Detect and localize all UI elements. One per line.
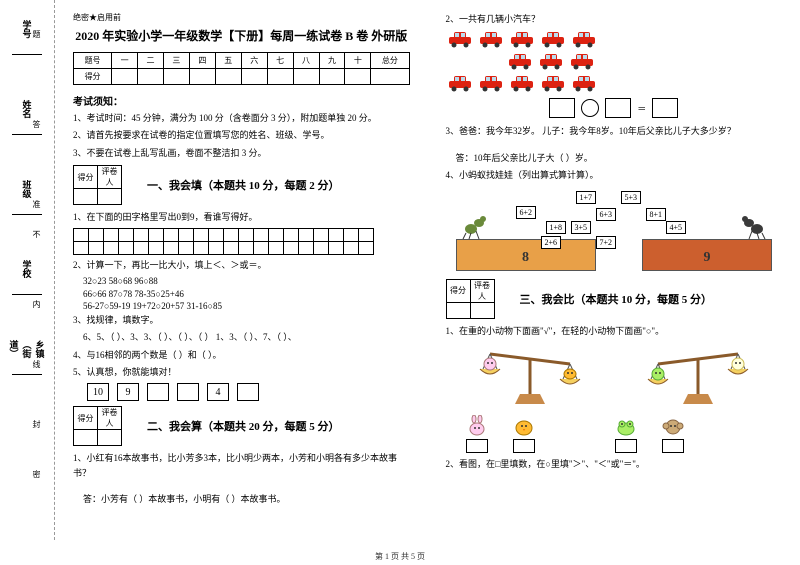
car-icon bbox=[508, 30, 536, 48]
car-icon bbox=[568, 52, 596, 70]
score-table: 题号一二三四五六七八九十总分 得分 bbox=[73, 52, 410, 85]
score-cell: 得分评卷人 bbox=[73, 406, 122, 446]
op-circle bbox=[581, 99, 599, 117]
notice-item: 3、不要在试卷上乱写乱画，卷面不整洁扣 3 分。 bbox=[73, 146, 410, 160]
car-icon bbox=[446, 30, 474, 48]
question: 2、看图，在□里填数，在○里填"＞"、"＜"或"＝"。 bbox=[446, 457, 783, 471]
notice-item: 2、请首先按要求在试卷的指定位置填写您的姓名、班级、学号。 bbox=[73, 128, 410, 142]
seal-note: 准 bbox=[31, 200, 42, 208]
car-icon bbox=[477, 30, 505, 48]
fill-line bbox=[12, 54, 42, 55]
rabbit-icon bbox=[466, 415, 488, 437]
seal-note: 题 bbox=[31, 30, 42, 38]
fill-line bbox=[12, 214, 42, 215]
car-icon bbox=[477, 74, 505, 92]
score-cell: 得分评卷人 bbox=[73, 165, 122, 205]
section-1-title: 一、我会填（本题共 10 分，每题 2 分） bbox=[147, 177, 340, 193]
seal-note: 线 bbox=[31, 360, 42, 368]
check-box bbox=[466, 439, 488, 453]
equation-row: ＝ bbox=[446, 98, 783, 118]
notice-item: 1、考试时间：45 分钟，满分为 100 分（含卷面分 3 分），附加题单独 2… bbox=[73, 111, 410, 125]
chick-icon bbox=[513, 415, 535, 437]
answer-line: 答：小芳有（ ）本故事书，小明有（ ）本故事书。 bbox=[73, 492, 410, 506]
question: 1、在重的小动物下面画"√"，在轻的小动物下面画"○"。 bbox=[446, 324, 783, 338]
page-footer: 第 1 页 共 5 页 bbox=[0, 551, 800, 562]
math-card: 1+8 bbox=[546, 221, 567, 234]
calc-line: 66○66 87○78 78-35○25+46 bbox=[73, 288, 410, 301]
car-icon bbox=[570, 30, 598, 48]
question-sub: 6、5、（ ）、3、3、（ ）、（ ）、（ ） 1、3、（ ）、7、（ ）、 bbox=[73, 330, 410, 344]
section-3-title: 三、我会比（本题共 10 分，每题 5 分） bbox=[520, 291, 713, 307]
check-box bbox=[662, 439, 684, 453]
seal-note: 密 bbox=[31, 470, 42, 478]
question: 1、小红有16本故事书，比小芳多3本，比小明少两本，小芳和小明各有多少本故事书？ bbox=[73, 451, 410, 480]
monkey-icon bbox=[662, 415, 684, 437]
car-icon bbox=[570, 74, 598, 92]
answer-line: 答：10年后父亲比儿子大（ ）岁。 bbox=[446, 151, 783, 165]
car-icon bbox=[539, 74, 567, 92]
question: 5、认真想，你就能填对！ bbox=[73, 365, 410, 379]
blank-box bbox=[549, 98, 575, 118]
calc-line: 56-27○59-19 19+72○20+57 31-16○85 bbox=[73, 300, 410, 313]
ants-diagram: 8 9 1+7 5+3 6+2 6+3 8+1 1+8 4+5 2+6 7+2 3+5 bbox=[446, 186, 783, 271]
question: 3、爸爸：我今年32岁。 儿子：我今年8岁。10年后父亲比儿子大多少岁？ bbox=[446, 124, 783, 138]
frog-icon bbox=[615, 415, 637, 437]
math-card: 6+3 bbox=[596, 208, 617, 221]
seal-note: 答 bbox=[31, 120, 42, 128]
car-icon bbox=[446, 74, 474, 92]
exam-title: 2020 年实验小学一年级数学【下册】每周一练试卷 B 卷 外研版 bbox=[73, 27, 410, 44]
fill-line bbox=[12, 294, 42, 295]
ant-icon bbox=[461, 211, 491, 241]
car-icon bbox=[539, 30, 567, 48]
equals-sign: ＝ bbox=[637, 102, 646, 115]
sidebar-label: 学校 bbox=[21, 260, 34, 290]
binding-sidebar: 学号 姓名 班级 学校 乡镇（街道） 题 答 准 不 内 线 封 密 bbox=[0, 0, 55, 540]
seal-note: 封 bbox=[31, 420, 42, 428]
car-icon bbox=[506, 52, 534, 70]
fill-line bbox=[12, 374, 42, 375]
math-card: 2+6 bbox=[541, 236, 562, 249]
balance-scale bbox=[633, 344, 763, 409]
question: 4、小蚂蚁找娃娃（列出算式算计算）。 bbox=[446, 168, 783, 182]
math-card: 6+2 bbox=[516, 206, 537, 219]
writing-grid bbox=[73, 228, 374, 255]
question: 1、在下面的田字格里写出0到9，看谁写得好。 bbox=[73, 210, 410, 224]
notice-heading: 考试须知： bbox=[73, 93, 410, 108]
math-card: 8+1 bbox=[646, 208, 667, 221]
platform-8: 8 bbox=[456, 239, 596, 271]
math-card: 5+3 bbox=[621, 191, 642, 204]
blank-box bbox=[652, 98, 678, 118]
math-card: 4+5 bbox=[666, 221, 687, 234]
question: 2、一共有几辆小汽车？ bbox=[446, 12, 783, 26]
check-boxes bbox=[466, 439, 783, 453]
question: 4、与16相邻的两个数是（ ）和（ ）。 bbox=[73, 348, 410, 362]
check-box bbox=[513, 439, 535, 453]
left-column: 绝密★启用前 2020 年实验小学一年级数学【下册】每周一练试卷 B 卷 外研版… bbox=[55, 0, 428, 540]
score-cell: 得分评卷人 bbox=[446, 279, 495, 319]
math-card: 3+5 bbox=[571, 221, 592, 234]
car-icon bbox=[537, 52, 565, 70]
balance-diagram bbox=[446, 344, 783, 409]
math-card: 7+2 bbox=[596, 236, 617, 249]
cars-diagram bbox=[446, 30, 783, 92]
seal-note: 内 bbox=[31, 300, 42, 308]
fill-line bbox=[12, 134, 42, 135]
car-icon bbox=[508, 74, 536, 92]
platform-9: 9 bbox=[642, 239, 772, 271]
number-boxes: 1094 bbox=[87, 383, 410, 401]
check-box bbox=[615, 439, 637, 453]
ant-icon bbox=[737, 211, 767, 241]
confidential-label: 绝密★启用前 bbox=[73, 12, 410, 23]
section-2-title: 二、我会算（本题共 20 分，每题 5 分） bbox=[147, 418, 340, 434]
question: 3、找规律，填数字。 bbox=[73, 313, 410, 327]
math-card: 1+7 bbox=[576, 191, 597, 204]
animals-row bbox=[466, 415, 783, 437]
balance-scale bbox=[465, 344, 595, 409]
seal-note: 不 bbox=[31, 230, 42, 238]
question: 2、计算一下，再比一比大小，填上＜、＞或＝。 bbox=[73, 258, 410, 272]
blank-box bbox=[605, 98, 631, 118]
right-column: 2、一共有几辆小汽车？ ＝ 3、爸爸：我今年32岁。 儿子：我今年8岁。10年后… bbox=[428, 0, 800, 540]
calc-line: 32○23 58○68 96○88 bbox=[73, 275, 410, 288]
